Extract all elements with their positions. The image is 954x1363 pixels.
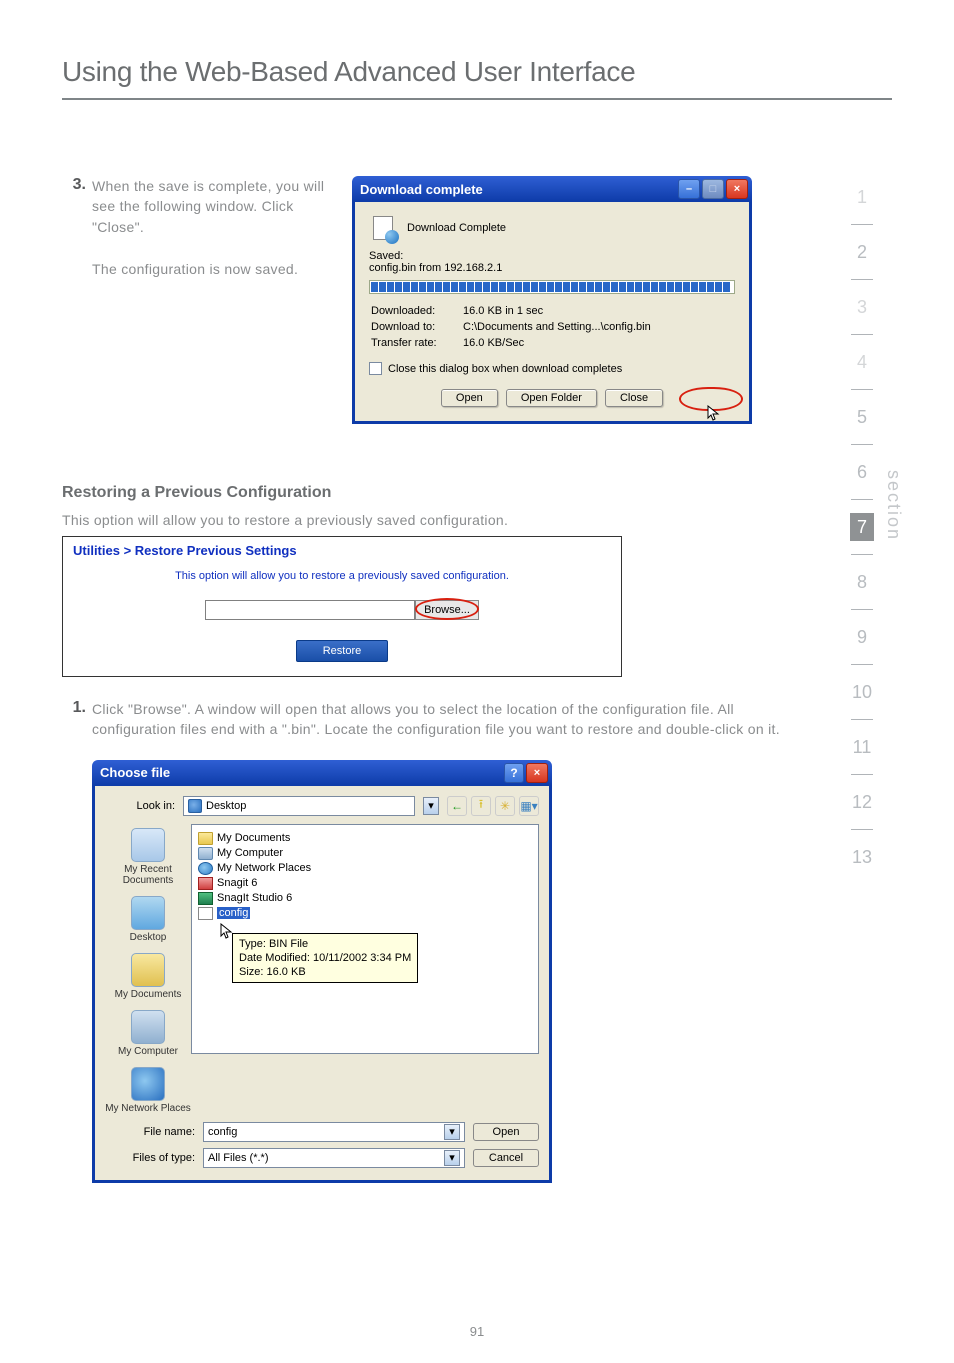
tab-1[interactable]: 1 <box>847 170 877 224</box>
lookin-value: Desktop <box>206 800 246 812</box>
step3-text2: The configuration is now saved. <box>92 259 340 279</box>
minimize-button[interactable]: – <box>678 179 700 199</box>
progress-bar <box>369 280 735 294</box>
window-close-button[interactable]: × <box>726 179 748 199</box>
places-bar: My Recent Documents Desktop My Documents… <box>105 824 191 1114</box>
section-label: section <box>883 470 904 884</box>
choose-close-button[interactable]: × <box>526 763 548 783</box>
download-info-table: Downloaded:16.0 KB in 1 sec Download to:… <box>369 302 653 352</box>
app-icon <box>198 877 213 890</box>
tab-13[interactable]: 13 <box>847 830 877 884</box>
view-menu-icon[interactable]: ▦▾ <box>519 796 539 816</box>
close-on-complete-checkbox[interactable] <box>369 362 382 375</box>
tab-3[interactable]: 3 <box>847 280 877 334</box>
restore-settings-panel: Utilities > Restore Previous Settings Th… <box>62 536 622 677</box>
step-number-1: 1. <box>62 699 92 740</box>
step-number-3: 3. <box>62 176 92 237</box>
open-button[interactable]: Open <box>441 389 498 407</box>
file-list[interactable]: My Documents My Computer My Network Plac… <box>191 824 539 1054</box>
selected-file: config <box>217 907 250 919</box>
checkbox-label: Close this dialog box when download comp… <box>388 363 622 375</box>
download-complete-dialog: Download complete – □ × Download Complet… <box>352 176 752 424</box>
place-desktop[interactable]: Desktop <box>130 896 167 943</box>
download-icon <box>369 214 397 242</box>
tab-7-active[interactable]: 7 <box>850 513 874 541</box>
highlight-browse-circle <box>415 598 479 620</box>
tab-9[interactable]: 9 <box>847 610 877 664</box>
table-row: Transfer rate:16.0 KB/Sec <box>371 336 651 350</box>
list-item: SnagIt Studio 6 <box>198 891 532 906</box>
filetype-label: Files of type: <box>105 1152 195 1164</box>
filetype-combo[interactable]: All Files (*.*)▾ <box>203 1148 465 1168</box>
place-documents[interactable]: My Documents <box>115 953 182 1000</box>
new-folder-icon[interactable]: ✳ <box>495 796 515 816</box>
close-button[interactable]: Close <box>605 389 663 407</box>
place-recent[interactable]: My Recent Documents <box>105 828 191 886</box>
restore-subtext: This option will allow you to restore a … <box>62 512 892 528</box>
tab-2[interactable]: 2 <box>847 225 877 279</box>
tab-11[interactable]: 11 <box>847 720 877 774</box>
saved-label: Saved: <box>369 250 735 262</box>
maximize-button: □ <box>702 179 724 199</box>
file-tooltip: Type: BIN File Date Modified: 10/11/2002… <box>232 933 418 984</box>
step1-text: Click "Browse". A window will open that … <box>92 699 782 740</box>
tab-4[interactable]: 4 <box>847 335 877 389</box>
restore-heading: Restoring a Previous Configuration <box>62 484 892 502</box>
choose-file-dialog: Choose file ? × Look in: Desktop ▾ ← ⭱ ✳… <box>92 760 552 1183</box>
tab-6[interactable]: 6 <box>847 445 877 499</box>
place-computer[interactable]: My Computer <box>118 1010 178 1057</box>
list-item: config <box>198 906 532 921</box>
page-number: 91 <box>0 1324 954 1339</box>
choose-title: Choose file <box>100 765 170 780</box>
saved-file: config.bin from 192.168.2.1 <box>369 262 735 274</box>
title-rule <box>62 98 892 100</box>
panel-subtext: This option will allow you to restore a … <box>73 570 611 582</box>
folder-icon <box>198 832 213 845</box>
desktop-icon <box>188 799 202 813</box>
list-item: My Documents <box>198 831 532 846</box>
help-button[interactable]: ? <box>504 763 524 783</box>
download-heading: Download Complete <box>407 222 506 234</box>
cancel-file-button[interactable]: Cancel <box>473 1149 539 1167</box>
config-path-input[interactable] <box>205 600 415 620</box>
filename-label: File name: <box>105 1126 195 1138</box>
tab-5[interactable]: 5 <box>847 390 877 444</box>
cursor-icon <box>707 405 721 423</box>
lookin-label: Look in: <box>105 800 175 812</box>
app-icon <box>198 892 213 905</box>
panel-title: Utilities > Restore Previous Settings <box>73 543 611 558</box>
place-network[interactable]: My Network Places <box>105 1067 191 1114</box>
section-tabs: 1 2 3 4 5 6 7 8 9 10 11 12 13 section <box>847 170 904 884</box>
dialog-title: Download complete <box>360 182 483 197</box>
back-icon[interactable]: ← <box>447 796 467 816</box>
tab-10[interactable]: 10 <box>847 665 877 719</box>
choose-titlebar[interactable]: Choose file ? × <box>92 760 552 786</box>
step3-text: When the save is complete, you will see … <box>92 176 340 237</box>
list-item: Snagit 6 <box>198 876 532 891</box>
file-icon <box>198 907 213 920</box>
tab-8[interactable]: 8 <box>847 555 877 609</box>
open-file-button[interactable]: Open <box>473 1123 539 1141</box>
page-title: Using the Web-Based Advanced User Interf… <box>62 56 892 88</box>
tab-12[interactable]: 12 <box>847 775 877 829</box>
up-icon[interactable]: ⭱ <box>471 796 491 816</box>
restore-button[interactable]: Restore <box>296 640 389 662</box>
computer-icon <box>198 847 213 860</box>
dialog-titlebar[interactable]: Download complete – □ × <box>352 176 752 202</box>
table-row: Downloaded:16.0 KB in 1 sec <box>371 304 651 318</box>
lookin-combo[interactable]: Desktop <box>183 796 415 816</box>
table-row: Download to:C:\Documents and Setting...\… <box>371 320 651 334</box>
network-icon <box>198 862 213 875</box>
open-folder-button[interactable]: Open Folder <box>506 389 597 407</box>
filename-input[interactable]: config▾ <box>203 1122 465 1142</box>
list-item: My Network Places <box>198 861 532 876</box>
lookin-dropdown-arrow[interactable]: ▾ <box>423 797 439 815</box>
list-item: My Computer <box>198 846 532 861</box>
